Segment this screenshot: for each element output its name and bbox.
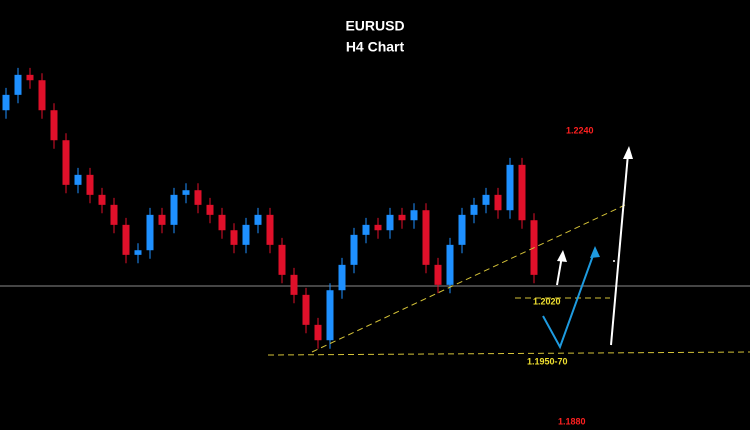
candle-body	[14, 74, 22, 95]
candle-body	[290, 274, 298, 295]
candle-body	[62, 140, 70, 185]
candle-body	[218, 214, 226, 231]
candle-body	[518, 164, 526, 221]
chart-title: EURUSD	[345, 18, 404, 34]
projection-arrow	[610, 153, 629, 346]
chart-subtitle: H4 Chart	[346, 39, 405, 55]
candle-body	[50, 110, 58, 141]
candle-body	[134, 250, 142, 255]
annotation: 1.2020	[533, 296, 561, 306]
candle-body	[74, 174, 82, 185]
candle-body	[230, 230, 238, 245]
marker-dot	[613, 260, 615, 262]
candle-body	[422, 210, 430, 265]
candle-body	[506, 164, 514, 211]
annotation: 1.1880	[558, 416, 586, 426]
arrow-head	[623, 146, 633, 159]
candle-body	[182, 190, 190, 195]
candle-body	[158, 214, 166, 225]
candle-body	[278, 244, 286, 275]
candle-body	[254, 214, 262, 225]
annotation: 1.2240	[566, 125, 594, 135]
candle-body	[470, 204, 478, 215]
candle-body	[302, 294, 310, 325]
support-line	[267, 351, 750, 356]
candle-body	[446, 244, 454, 285]
projection-path	[542, 249, 596, 350]
candles	[2, 67, 538, 349]
candle-body	[206, 204, 214, 215]
candle-body	[122, 224, 130, 255]
candle-body	[482, 194, 490, 205]
candle-body	[170, 194, 178, 225]
candle-body	[434, 264, 442, 285]
candle-body	[326, 290, 334, 341]
candle-body	[458, 214, 466, 245]
candle-body	[410, 210, 418, 221]
arrow-head	[590, 246, 600, 258]
candle-body	[38, 80, 46, 111]
candle-body	[362, 224, 370, 235]
candle-body	[110, 204, 118, 225]
annotation: 1.1950-70	[527, 356, 568, 366]
candle-body	[386, 214, 394, 231]
candle-body	[26, 74, 34, 81]
candle-body	[374, 224, 382, 231]
candle-body	[2, 94, 10, 111]
candle-body	[86, 174, 94, 195]
candle-body	[398, 214, 406, 221]
candle-body	[242, 224, 250, 245]
arrow-head	[557, 250, 567, 262]
trend-line	[311, 204, 626, 353]
candle-body	[314, 324, 322, 341]
candle-body	[194, 190, 202, 205]
candle-body	[146, 214, 154, 251]
candle-body	[98, 194, 106, 205]
candle-body	[266, 214, 274, 245]
candle-body	[350, 234, 358, 265]
candle-body	[494, 194, 502, 211]
candle-body	[338, 264, 346, 291]
